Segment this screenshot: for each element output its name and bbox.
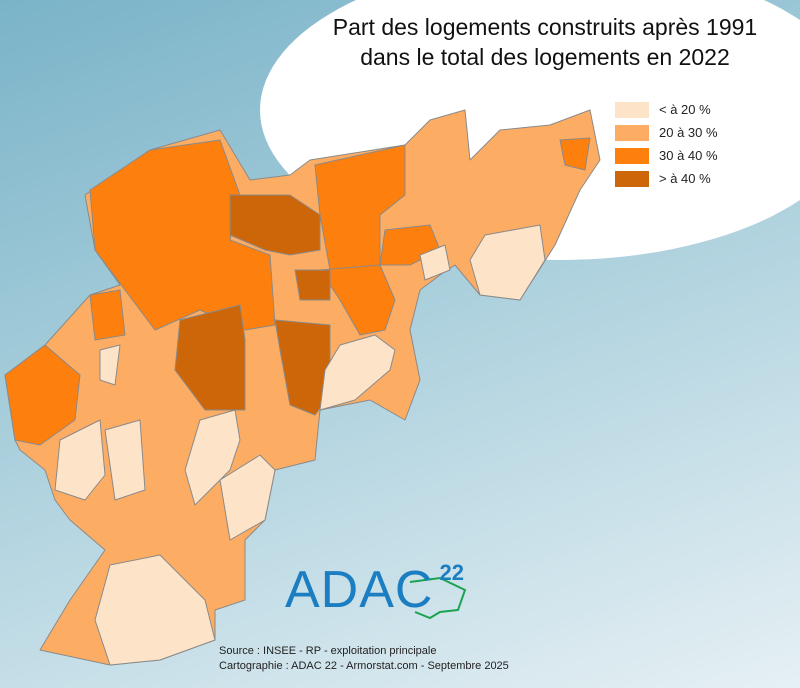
commune xyxy=(469,224,546,301)
map-title: Part des logements construits après 1991… xyxy=(300,12,790,72)
commune xyxy=(99,344,121,386)
title-line-1: Part des logements construits après 1991 xyxy=(332,14,758,40)
legend-swatch xyxy=(615,170,649,187)
legend-swatch xyxy=(615,147,649,164)
logo-text: ADAC xyxy=(285,561,434,619)
legend-label: 30 à 40 % xyxy=(659,148,718,163)
commune xyxy=(314,144,406,271)
commune xyxy=(4,344,81,446)
commune xyxy=(174,304,246,411)
adac-logo: ADAC 22 xyxy=(285,560,464,619)
commune xyxy=(319,264,396,336)
title-line-2: dans le total des logements en 2022 xyxy=(360,44,730,70)
commune xyxy=(559,137,591,171)
legend-swatch xyxy=(615,101,649,118)
commune xyxy=(94,554,216,666)
source-text: Source : INSEE - RP - exploitation princ… xyxy=(219,645,437,657)
credits-text: Cartographie : ADAC 22 - Armorstat.com -… xyxy=(219,660,509,672)
commune xyxy=(274,319,331,416)
logo-superscript: 22 xyxy=(439,560,464,585)
legend: < à 20 % 20 à 30 % 30 à 40 % > à 40 % xyxy=(615,98,718,190)
commune xyxy=(294,269,331,301)
legend-item: > à 40 % xyxy=(615,167,718,190)
commune xyxy=(319,334,396,411)
communes xyxy=(4,109,601,666)
commune xyxy=(229,194,321,256)
commune xyxy=(419,244,451,281)
legend-item: 20 à 30 % xyxy=(615,121,718,144)
commune xyxy=(184,409,241,506)
commune xyxy=(219,454,276,541)
commune xyxy=(89,289,126,341)
commune xyxy=(54,419,106,501)
legend-item: < à 20 % xyxy=(615,98,718,121)
commune xyxy=(89,139,276,331)
source-notes: Source : INSEE - RP - exploitation princ… xyxy=(219,644,509,674)
commune xyxy=(104,419,146,501)
legend-label: 20 à 30 % xyxy=(659,125,718,140)
legend-label: > à 40 % xyxy=(659,171,711,186)
legend-swatch xyxy=(615,124,649,141)
adac-logo-outline xyxy=(409,576,467,620)
legend-label: < à 20 % xyxy=(659,102,711,117)
legend-item: 30 à 40 % xyxy=(615,144,718,167)
